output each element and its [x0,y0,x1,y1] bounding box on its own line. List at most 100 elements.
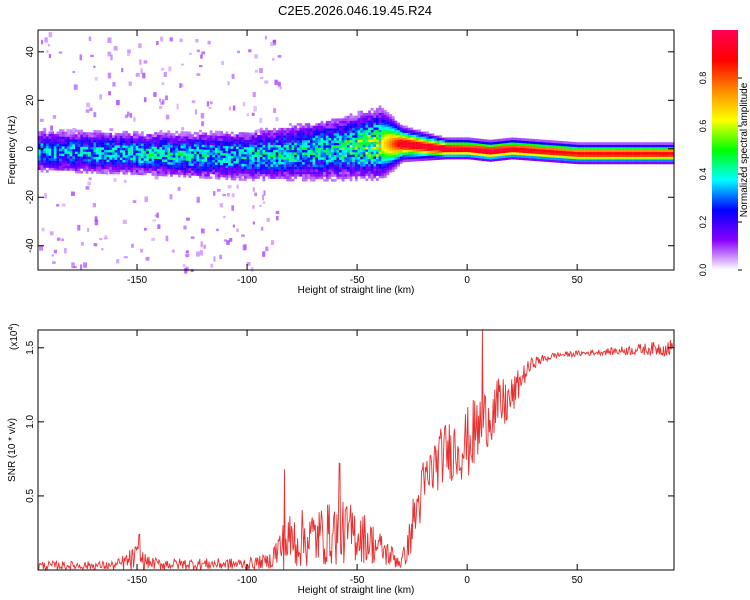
spectrogram-cell [333,142,337,146]
spectrogram-cell [59,158,62,161]
spectrogram-cell [373,173,377,176]
spectrogram-cell [93,130,97,133]
spectrogram-cell [566,153,569,157]
spectrogram-cell [566,143,569,147]
spectrogram-cell [273,144,276,148]
spectrogram-cell [508,147,511,151]
spectrogram-cell [199,156,202,160]
spectrogram-cell [439,154,443,158]
spectrogram-cell [225,150,229,154]
spectrogram-cell [88,151,91,155]
spectrogram-cell [320,142,324,146]
spectrogram-cell [267,176,271,179]
spectrogram-cell [214,135,218,139]
spectrogram-cell [349,178,353,182]
spectrogram-cell [566,146,569,149]
spectrogram-x-tick-label: 0 [464,275,470,286]
spectrogram-cell [650,156,654,160]
spectrogram-cell [77,158,81,162]
spectrogram-cell [119,147,123,151]
spectrogram-cell [238,134,242,138]
spectrogram-cell [336,128,340,131]
spectrogram-cell [122,164,126,168]
spectrogram-cell [383,153,387,157]
spectrogram-cell [312,164,316,168]
spectrogram-speckle [272,40,276,43]
spectrogram-speckle [195,38,199,43]
spectrogram-cell [420,141,424,145]
spectrogram-cell [362,146,366,150]
spectrogram-cell [209,154,213,158]
spectrogram-cell [642,161,646,165]
spectrogram-cell [133,152,136,156]
spectrogram-cell [265,127,268,131]
spectrogram-cell [560,143,564,147]
spectrogram-cell [220,145,224,149]
spectrogram-cell [420,138,424,142]
spectrogram-cell [40,157,44,161]
spectrogram-cell [185,153,189,156]
spectrogram-cell [93,149,97,153]
spectrogram-cell [468,137,472,141]
spectrogram-cell [405,144,408,148]
spectrogram-cell [251,173,255,177]
spectrogram-cell [64,163,68,166]
spectrogram-cell [275,164,279,167]
spectrogram-cell [177,157,181,161]
spectrogram-cell [183,136,187,139]
spectrogram-cell [325,164,329,168]
spectrogram-cell [362,166,366,169]
spectrogram-cell [164,135,168,138]
spectrogram-cell [344,118,348,121]
spectrogram-cell [61,151,65,154]
spectrogram-cell [238,141,242,145]
spectrogram-cell [444,156,448,160]
spectrogram-cell [381,110,385,113]
spectrogram-cell [188,151,192,154]
spectrogram-cell [140,145,144,149]
spectrogram-cell [143,141,147,144]
spectrogram-cell [365,154,369,157]
spectrogram-cell [666,149,670,153]
spectrogram-cell [93,137,97,140]
spectrogram-cell [283,137,287,141]
spectrogram-speckle [39,245,44,251]
spectrogram-speckle [213,256,216,262]
spectrogram-cell [193,168,197,171]
spectrogram-cell [273,169,276,172]
spectrogram-cell [325,120,329,124]
spectrogram-cell [164,147,168,150]
spectrogram-cell [663,144,667,148]
spectrogram-cell [376,156,379,159]
spectrogram-cell [286,161,290,165]
spectrogram-cell [389,143,393,146]
spectrogram-cell [193,151,197,154]
spectrogram-cell [328,125,332,129]
spectrogram-cell [386,131,390,135]
spectrogram-cell [320,120,324,124]
spectrogram-cell [648,161,651,165]
spectrogram-speckle [104,235,108,240]
spectrogram-cell [214,169,218,173]
spectrogram-cell [246,142,250,145]
spectrogram-cell [154,161,157,164]
spectrogram-cell [579,161,583,165]
spectrogram-cell [534,158,538,162]
spectrogram-cell [391,116,395,119]
spectrogram-cell [508,137,511,141]
spectrogram-cell [449,137,453,140]
spectrogram-cell [360,168,363,172]
spectrogram-cell [521,157,525,161]
spectrogram-cell [650,161,654,165]
spectrogram-cell [233,163,237,166]
spectrogram-cell [177,155,181,158]
spectrogram-cell [111,157,115,160]
spectrogram-cell [69,134,73,137]
spectrogram-cell [513,137,517,141]
spectrogram-cell [138,152,142,156]
spectrogram-cell [67,139,70,142]
spectrogram-cell [164,161,168,165]
spectrogram-cell [640,159,643,162]
spectrogram-cell [558,157,562,161]
spectrogram-cell [365,144,369,148]
